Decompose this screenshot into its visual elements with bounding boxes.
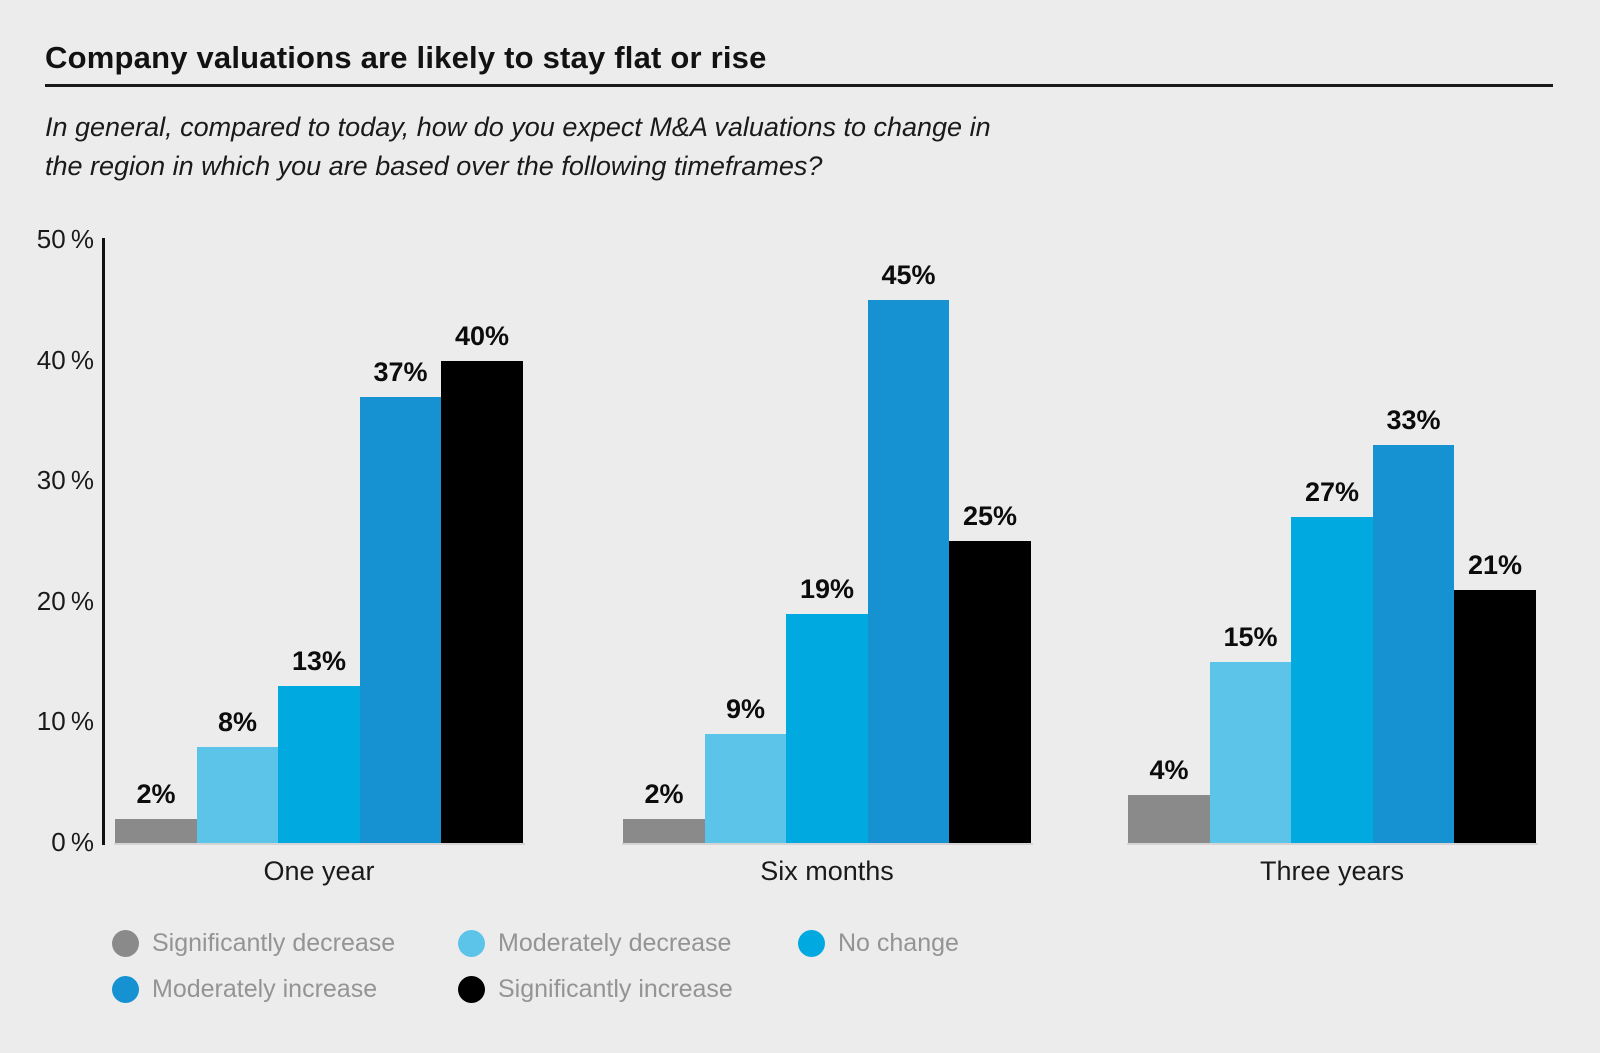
bar-value-label: 2%	[136, 779, 176, 809]
bar-no-change-six-months	[786, 614, 868, 843]
bar-value-label: 9%	[725, 694, 766, 724]
bar-value-label: 25%	[962, 501, 1018, 531]
legend-item-significantly-increase: Significantly increase	[458, 975, 733, 1003]
bar-value-label: 13%	[291, 646, 347, 676]
bar-value-label: 40%	[454, 321, 510, 351]
survey-question-line-1: In general, compared to today, how do yo…	[45, 112, 991, 142]
bar-significantly-increase-three-years	[1454, 590, 1536, 843]
survey-question: In general, compared to today, how do yo…	[45, 108, 991, 186]
bar-significantly-decrease-six-months	[623, 819, 705, 843]
bar-value-label: 19%	[799, 574, 855, 604]
group-baseline	[1127, 843, 1538, 845]
y-axis-tick-label: 30 %	[36, 465, 94, 496]
bar-value-label: 8%	[217, 707, 258, 737]
y-axis-tick-label: 20 %	[36, 585, 94, 616]
bar-moderately-decrease-three-years	[1210, 662, 1291, 843]
y-axis-line	[102, 238, 105, 845]
page-title: Company valuations are likely to stay fl…	[45, 40, 767, 75]
bar-value-label: 27%	[1304, 477, 1360, 507]
legend-label: Significantly decrease	[152, 928, 396, 957]
legend-label: Moderately decrease	[498, 928, 732, 957]
bar-value-label: 45%	[881, 260, 936, 290]
legend-label: Significantly increase	[498, 974, 733, 1003]
category-label: Three years	[1259, 856, 1405, 886]
legend-label: Moderately increase	[152, 974, 378, 1003]
legend-item-no-change: No change	[798, 929, 959, 957]
group-baseline	[114, 843, 525, 845]
y-axis-tick-label: 40 %	[36, 344, 94, 375]
y-axis-tick-label: 10 %	[36, 706, 94, 737]
title-divider	[45, 84, 1553, 87]
y-axis-tick-label: 0 %	[51, 827, 94, 857]
bar-significantly-increase-six-months	[949, 541, 1031, 843]
bar-no-change-one-year	[278, 686, 360, 843]
bar-moderately-decrease-one-year	[197, 747, 278, 843]
bar-value-label: 15%	[1223, 622, 1278, 652]
group-baseline	[622, 843, 1033, 845]
bar-significantly-decrease-one-year	[115, 819, 197, 843]
legend-dot-significantly-increase	[458, 975, 485, 1003]
y-axis-tick-label: 50 %	[36, 224, 94, 254]
bar-significantly-decrease-three-years	[1128, 795, 1210, 843]
legend-dot-significantly-decrease	[112, 929, 139, 957]
bar-moderately-increase-one-year	[360, 397, 441, 843]
legend-dot-moderately-decrease	[458, 929, 485, 957]
bar-value-label: 37%	[373, 357, 428, 387]
bar-moderately-increase-six-months	[868, 300, 949, 843]
legend-dot-moderately-increase	[112, 975, 139, 1003]
legend-label: No change	[838, 928, 959, 957]
survey-question-line-2: the region in which you are based over t…	[45, 151, 823, 181]
category-label: Six months	[760, 856, 894, 886]
category-label: One year	[263, 856, 375, 886]
bar-moderately-increase-three-years	[1373, 445, 1454, 843]
legend-item-significantly-decrease: Significantly decrease	[112, 929, 395, 957]
legend-item-moderately-increase: Moderately increase	[112, 975, 377, 1003]
legend-dot-no-change	[798, 929, 825, 957]
legend-item-moderately-decrease: Moderately decrease	[458, 929, 731, 957]
bar-value-label: 33%	[1386, 405, 1441, 435]
bar-moderately-decrease-six-months	[705, 734, 786, 843]
bar-value-label: 2%	[644, 779, 684, 809]
bar-value-label: 4%	[1149, 755, 1189, 785]
bar-value-label: 21%	[1467, 550, 1523, 580]
bar-no-change-three-years	[1291, 517, 1373, 843]
bar-significantly-increase-one-year	[441, 361, 523, 843]
